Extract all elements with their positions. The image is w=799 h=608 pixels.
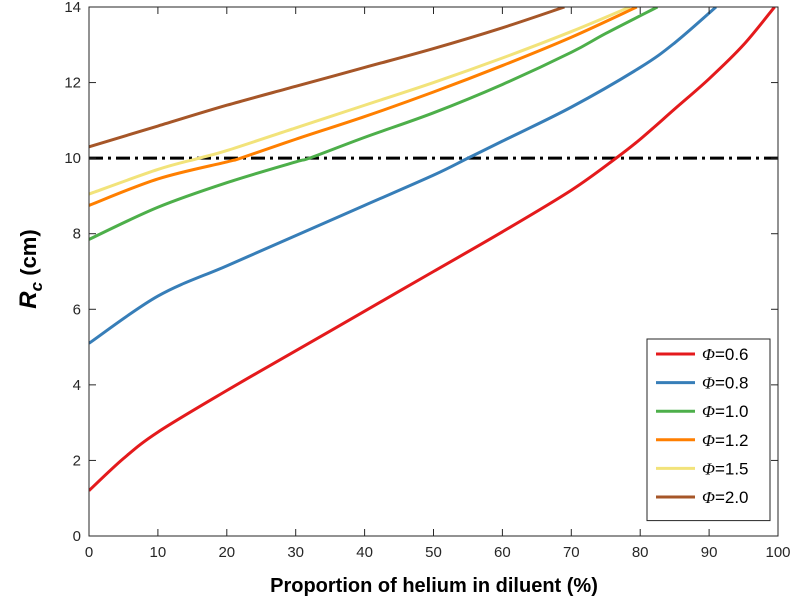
x-tick-label: 90 <box>701 544 718 561</box>
legend-label-0: Φ=0.6 <box>702 345 749 364</box>
y-tick-label: 6 <box>73 301 81 318</box>
legend-label-3: Φ=1.2 <box>702 431 749 450</box>
legend-value: =1.2 <box>715 431 749 450</box>
legend-phi-symbol: Φ <box>702 402 715 421</box>
series-line-1 <box>89 7 717 345</box>
y-tick-label: 2 <box>73 452 81 469</box>
legend-label-1: Φ=0.8 <box>702 374 749 393</box>
series-line-0 <box>89 7 776 492</box>
y-axis-title-unit: (cm) <box>16 229 41 282</box>
x-tick-label: 100 <box>765 544 790 561</box>
legend-phi-symbol: Φ <box>702 431 715 450</box>
legend-phi-symbol: Φ <box>702 488 715 507</box>
x-tick-label: 70 <box>563 544 580 561</box>
x-tick-label: 30 <box>287 544 304 561</box>
legend-box <box>646 338 771 522</box>
legend-phi-symbol: Φ <box>702 345 715 364</box>
legend-label-4: Φ=1.5 <box>702 459 749 478</box>
legend-value: =0.8 <box>715 374 749 393</box>
legend-label-2: Φ=1.0 <box>702 402 749 421</box>
series-line-3 <box>89 7 638 207</box>
series-line-5 <box>89 7 565 149</box>
series-line-2 <box>89 7 659 241</box>
x-tick-label: 0 <box>85 544 93 561</box>
x-tick-label: 20 <box>218 544 235 561</box>
y-tick-label: 10 <box>64 150 81 167</box>
legend: Φ=0.6Φ=0.8Φ=1.0Φ=1.2Φ=1.5Φ=2.0 <box>646 338 771 522</box>
y-tick-label: 8 <box>73 226 81 243</box>
y-tick-label: 14 <box>64 0 81 16</box>
y-tick-label: 12 <box>64 75 81 92</box>
x-axis-title: Proportion of helium in diluent (%) <box>270 575 598 597</box>
y-tick-label: 0 <box>73 528 81 545</box>
x-axis: 0 10 20 30 40 50 60 70 80 90 100 <box>85 7 791 561</box>
legend-value: =1.5 <box>715 459 749 478</box>
series-line-4 <box>89 7 631 196</box>
x-tick-label: 10 <box>150 544 167 561</box>
legend-label-5: Φ=2.0 <box>702 488 749 507</box>
x-tick-label: 40 <box>356 544 373 561</box>
y-axis-title-main: R <box>15 291 42 309</box>
legend-value: =2.0 <box>715 488 749 507</box>
x-tick-label: 80 <box>632 544 649 561</box>
legend-value: =1.0 <box>715 402 749 421</box>
y-tick-label: 4 <box>73 377 81 394</box>
legend-phi-symbol: Φ <box>702 459 715 478</box>
y-axis-title-subscript: c <box>27 281 46 291</box>
y-axis-title: Rc (cm) <box>15 229 46 308</box>
y-axis: 0 2 4 6 8 10 12 14 <box>64 0 778 545</box>
x-tick-label: 50 <box>425 544 442 561</box>
x-tick-label: 60 <box>494 544 511 561</box>
legend-value: =0.6 <box>715 345 749 364</box>
legend-phi-symbol: Φ <box>702 374 715 393</box>
